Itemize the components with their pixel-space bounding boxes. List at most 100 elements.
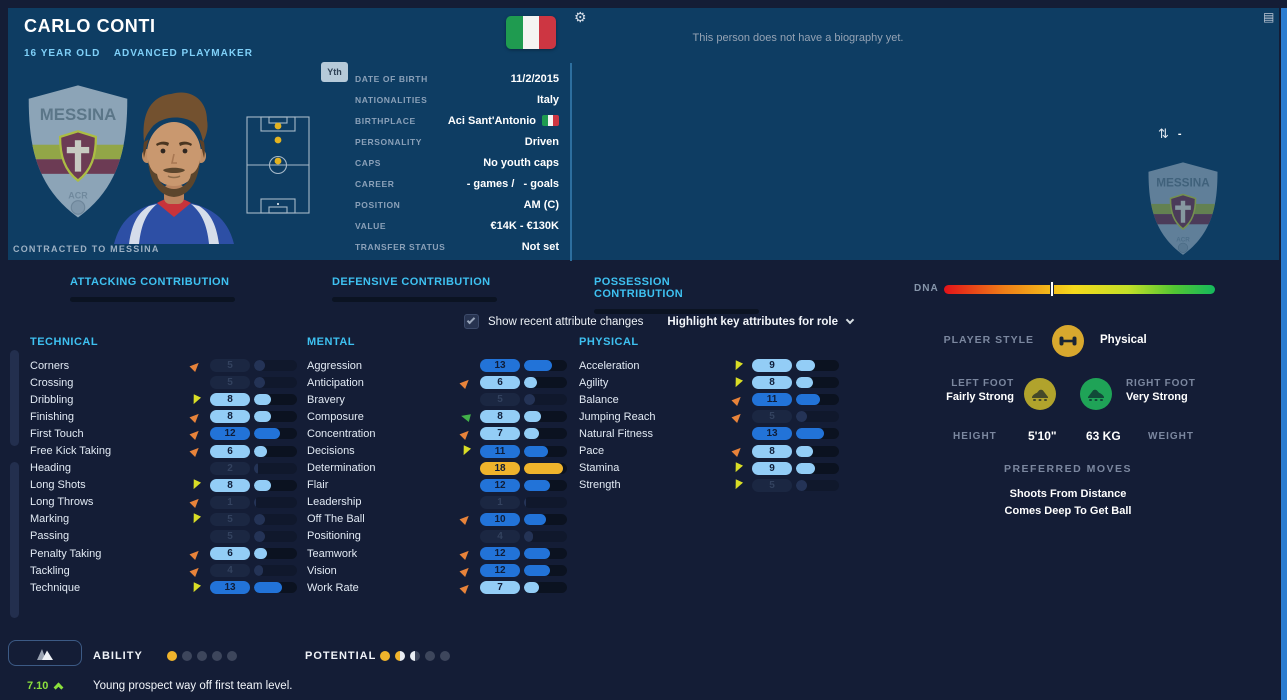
attribute-value: 2 bbox=[210, 461, 250, 475]
attributes-scrollbar-lower[interactable] bbox=[10, 462, 19, 618]
rating-dot-gold-white bbox=[395, 651, 405, 661]
tab-defensive-contribution[interactable]: DEFENSIVE CONTRIBUTION bbox=[332, 276, 500, 302]
attribute-row[interactable]: Work Rate 7 bbox=[307, 579, 567, 596]
attribute-name: Positioning bbox=[307, 530, 361, 543]
player-subtitle: 16 YEAR OLD ADVANCED PLAYMAKER bbox=[24, 48, 263, 59]
attribute-value: 10 bbox=[480, 512, 520, 526]
attribute-row[interactable]: Off The Ball 10 bbox=[307, 511, 567, 528]
attribute-change-arrow-up bbox=[456, 513, 474, 526]
info-label: DATE OF BIRTH bbox=[355, 73, 428, 84]
attribute-row[interactable]: Concentration 7 bbox=[307, 425, 567, 442]
page-scrollbar[interactable] bbox=[1281, 8, 1287, 700]
attribute-name: Vision bbox=[307, 564, 337, 577]
highlight-attributes-dropdown[interactable]: Highlight key attributes for role bbox=[667, 316, 855, 328]
attribute-change-arrow-up bbox=[728, 410, 746, 423]
attribute-row[interactable]: Determination 18 bbox=[307, 460, 567, 477]
potential-dots bbox=[380, 651, 455, 661]
attribute-value: 5 bbox=[752, 478, 792, 492]
info-row: NATIONALITIES Italy bbox=[355, 89, 559, 110]
attribute-row[interactable]: Stamina 9 bbox=[579, 460, 839, 477]
info-value: €14K - €130K bbox=[490, 219, 560, 232]
attribute-bar bbox=[524, 565, 567, 577]
attribute-row[interactable]: Long Throws 1 bbox=[30, 494, 297, 511]
attribute-value: 8 bbox=[480, 410, 520, 424]
attribute-value: 6 bbox=[210, 444, 250, 458]
info-label: CAREER bbox=[355, 178, 395, 189]
attribute-row[interactable]: Crossing 5 bbox=[30, 374, 297, 391]
attribute-row[interactable]: Marking 5 bbox=[30, 511, 297, 528]
attribute-row[interactable]: Natural Fitness 13 bbox=[579, 425, 839, 442]
transfer-status-indicator[interactable]: ⇅ - bbox=[1158, 126, 1182, 142]
compare-button[interactable] bbox=[8, 640, 82, 666]
attribute-row[interactable]: Technique 13 bbox=[30, 579, 297, 596]
attribute-name: Flair bbox=[307, 479, 329, 492]
info-value: Not set bbox=[521, 240, 559, 253]
attribute-row[interactable]: Balance 11 bbox=[579, 391, 839, 408]
attribute-row[interactable]: Corners 5 bbox=[30, 357, 297, 374]
attribute-change-arrow-up bbox=[456, 376, 474, 389]
attribute-name: Passing bbox=[30, 530, 70, 543]
info-row: TRANSFER STATUS Not set bbox=[355, 236, 559, 257]
notes-list-icon[interactable]: ▤ bbox=[1263, 10, 1275, 24]
attribute-row[interactable]: Decisions 11 bbox=[307, 442, 567, 459]
info-value: - games / - goals bbox=[466, 177, 559, 190]
rating-dot-gray bbox=[197, 651, 207, 661]
technical-header: TECHNICAL bbox=[30, 336, 99, 348]
attribute-bar bbox=[254, 548, 297, 560]
attribute-row[interactable]: First Touch 12 bbox=[30, 425, 297, 442]
attribute-row[interactable]: Long Shots 8 bbox=[30, 477, 297, 494]
attribute-row[interactable]: Penalty Taking 6 bbox=[30, 545, 297, 562]
attribute-row[interactable]: Leadership 1 bbox=[307, 494, 567, 511]
attribute-row[interactable]: Free Kick Taking 6 bbox=[30, 442, 297, 459]
rating-dot-white-gray bbox=[410, 651, 420, 661]
attribute-change-arrow-up bbox=[186, 547, 204, 560]
attribute-row[interactable]: Bravery 5 bbox=[307, 391, 567, 408]
attribute-row[interactable]: Agility 8 bbox=[579, 374, 839, 391]
attribute-bar bbox=[254, 479, 297, 491]
attribute-row[interactable]: Positioning 4 bbox=[307, 528, 567, 545]
attribute-row[interactable]: Flair 12 bbox=[307, 477, 567, 494]
attributes-scrollbar-upper[interactable] bbox=[10, 350, 19, 446]
attribute-row[interactable]: Vision 12 bbox=[307, 562, 567, 579]
info-value: 11/2/2015 bbox=[510, 72, 559, 85]
attribute-row[interactable]: Aggression 13 bbox=[307, 357, 567, 374]
info-value: Driven bbox=[524, 135, 559, 148]
attribute-change-arrow-up bbox=[456, 547, 474, 560]
attribute-value: 6 bbox=[210, 547, 250, 561]
attribute-value: 12 bbox=[480, 564, 520, 578]
info-row: DATE OF BIRTH 11/2/2015 bbox=[355, 68, 559, 89]
attribute-row[interactable]: Finishing 8 bbox=[30, 408, 297, 425]
preferred-moves-list: Shoots From Distance Comes Deep To Get Ba… bbox=[938, 486, 1198, 520]
show-recent-changes-checkbox[interactable] bbox=[464, 314, 479, 329]
info-label: POSITION bbox=[355, 199, 401, 210]
attribute-name: Acceleration bbox=[579, 359, 640, 372]
attribute-row[interactable]: Composure 8 bbox=[307, 408, 567, 425]
attribute-row[interactable]: Strength 5 bbox=[579, 477, 839, 494]
info-value: AM (C) bbox=[523, 198, 559, 211]
attribute-row[interactable]: Anticipation 6 bbox=[307, 374, 567, 391]
attribute-row[interactable]: Dribbling 8 bbox=[30, 391, 297, 408]
height-label: HEIGHT bbox=[953, 431, 997, 442]
attribute-row[interactable]: Passing 5 bbox=[30, 528, 297, 545]
attribute-bar bbox=[524, 360, 567, 372]
attribute-row[interactable]: Tackling 4 bbox=[30, 562, 297, 579]
tab-possession-contribution[interactable]: POSSESSION CONTRIBUTION bbox=[594, 276, 762, 314]
gear-icon[interactable]: ⚙ bbox=[574, 9, 587, 25]
attribute-value: 11 bbox=[480, 444, 520, 458]
attribute-row[interactable]: Pace 8 bbox=[579, 442, 839, 459]
attribute-bar bbox=[254, 377, 297, 389]
attribute-row[interactable]: Acceleration 9 bbox=[579, 357, 839, 374]
tab-attacking-contribution[interactable]: ATTACKING CONTRIBUTION bbox=[70, 276, 238, 302]
attribute-row[interactable]: Heading 2 bbox=[30, 460, 297, 477]
rating-dot-gray bbox=[182, 651, 192, 661]
attribute-row[interactable]: Teamwork 12 bbox=[307, 545, 567, 562]
formation-pitch-graphic bbox=[246, 116, 310, 214]
attribute-name: Heading bbox=[30, 462, 71, 475]
attribute-row[interactable]: Jumping Reach 5 bbox=[579, 408, 839, 425]
attribute-bar bbox=[254, 445, 297, 457]
attribute-value: 5 bbox=[210, 359, 250, 373]
dna-gradient-bar bbox=[944, 281, 1215, 297]
attribute-bar bbox=[524, 548, 567, 560]
attribute-name: Marking bbox=[30, 513, 70, 526]
